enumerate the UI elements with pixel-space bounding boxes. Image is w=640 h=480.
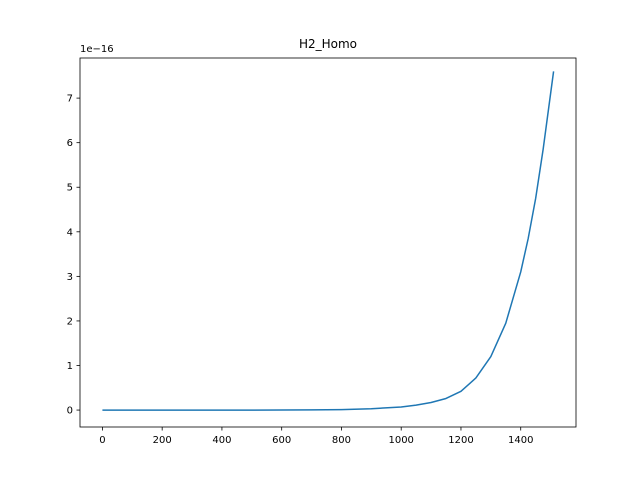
y-tick-label: 4: [67, 227, 73, 238]
series-line-0: [102, 71, 555, 411]
x-tick-label: 1200: [448, 435, 473, 446]
y-tick-label: 0: [67, 406, 73, 417]
y-tick-label: 2: [67, 316, 73, 327]
chart-title: H2_Homo: [299, 37, 357, 51]
y-tick-label: 3: [67, 272, 73, 283]
y-axis-offset-label: 1e−16: [80, 44, 114, 55]
x-tick-label: 1000: [388, 435, 413, 446]
y-tick-label: 5: [67, 183, 73, 194]
x-tick-label: 200: [153, 435, 172, 446]
y-tick-label: 1: [67, 361, 73, 372]
y-tick-label: 6: [67, 138, 73, 149]
x-tick-label: 600: [272, 435, 291, 446]
x-tick-label: 800: [332, 435, 351, 446]
plot-frame: [79, 57, 577, 428]
x-tick-label: 400: [212, 435, 231, 446]
x-tick-label: 1400: [508, 435, 533, 446]
y-tick-label: 7: [67, 94, 73, 105]
plot-area: 0 200 400 600 800 1000 1200 1400 0 1 2 3 4 5 6 7: [67, 57, 577, 446]
x-tick-label: 0: [99, 435, 105, 446]
